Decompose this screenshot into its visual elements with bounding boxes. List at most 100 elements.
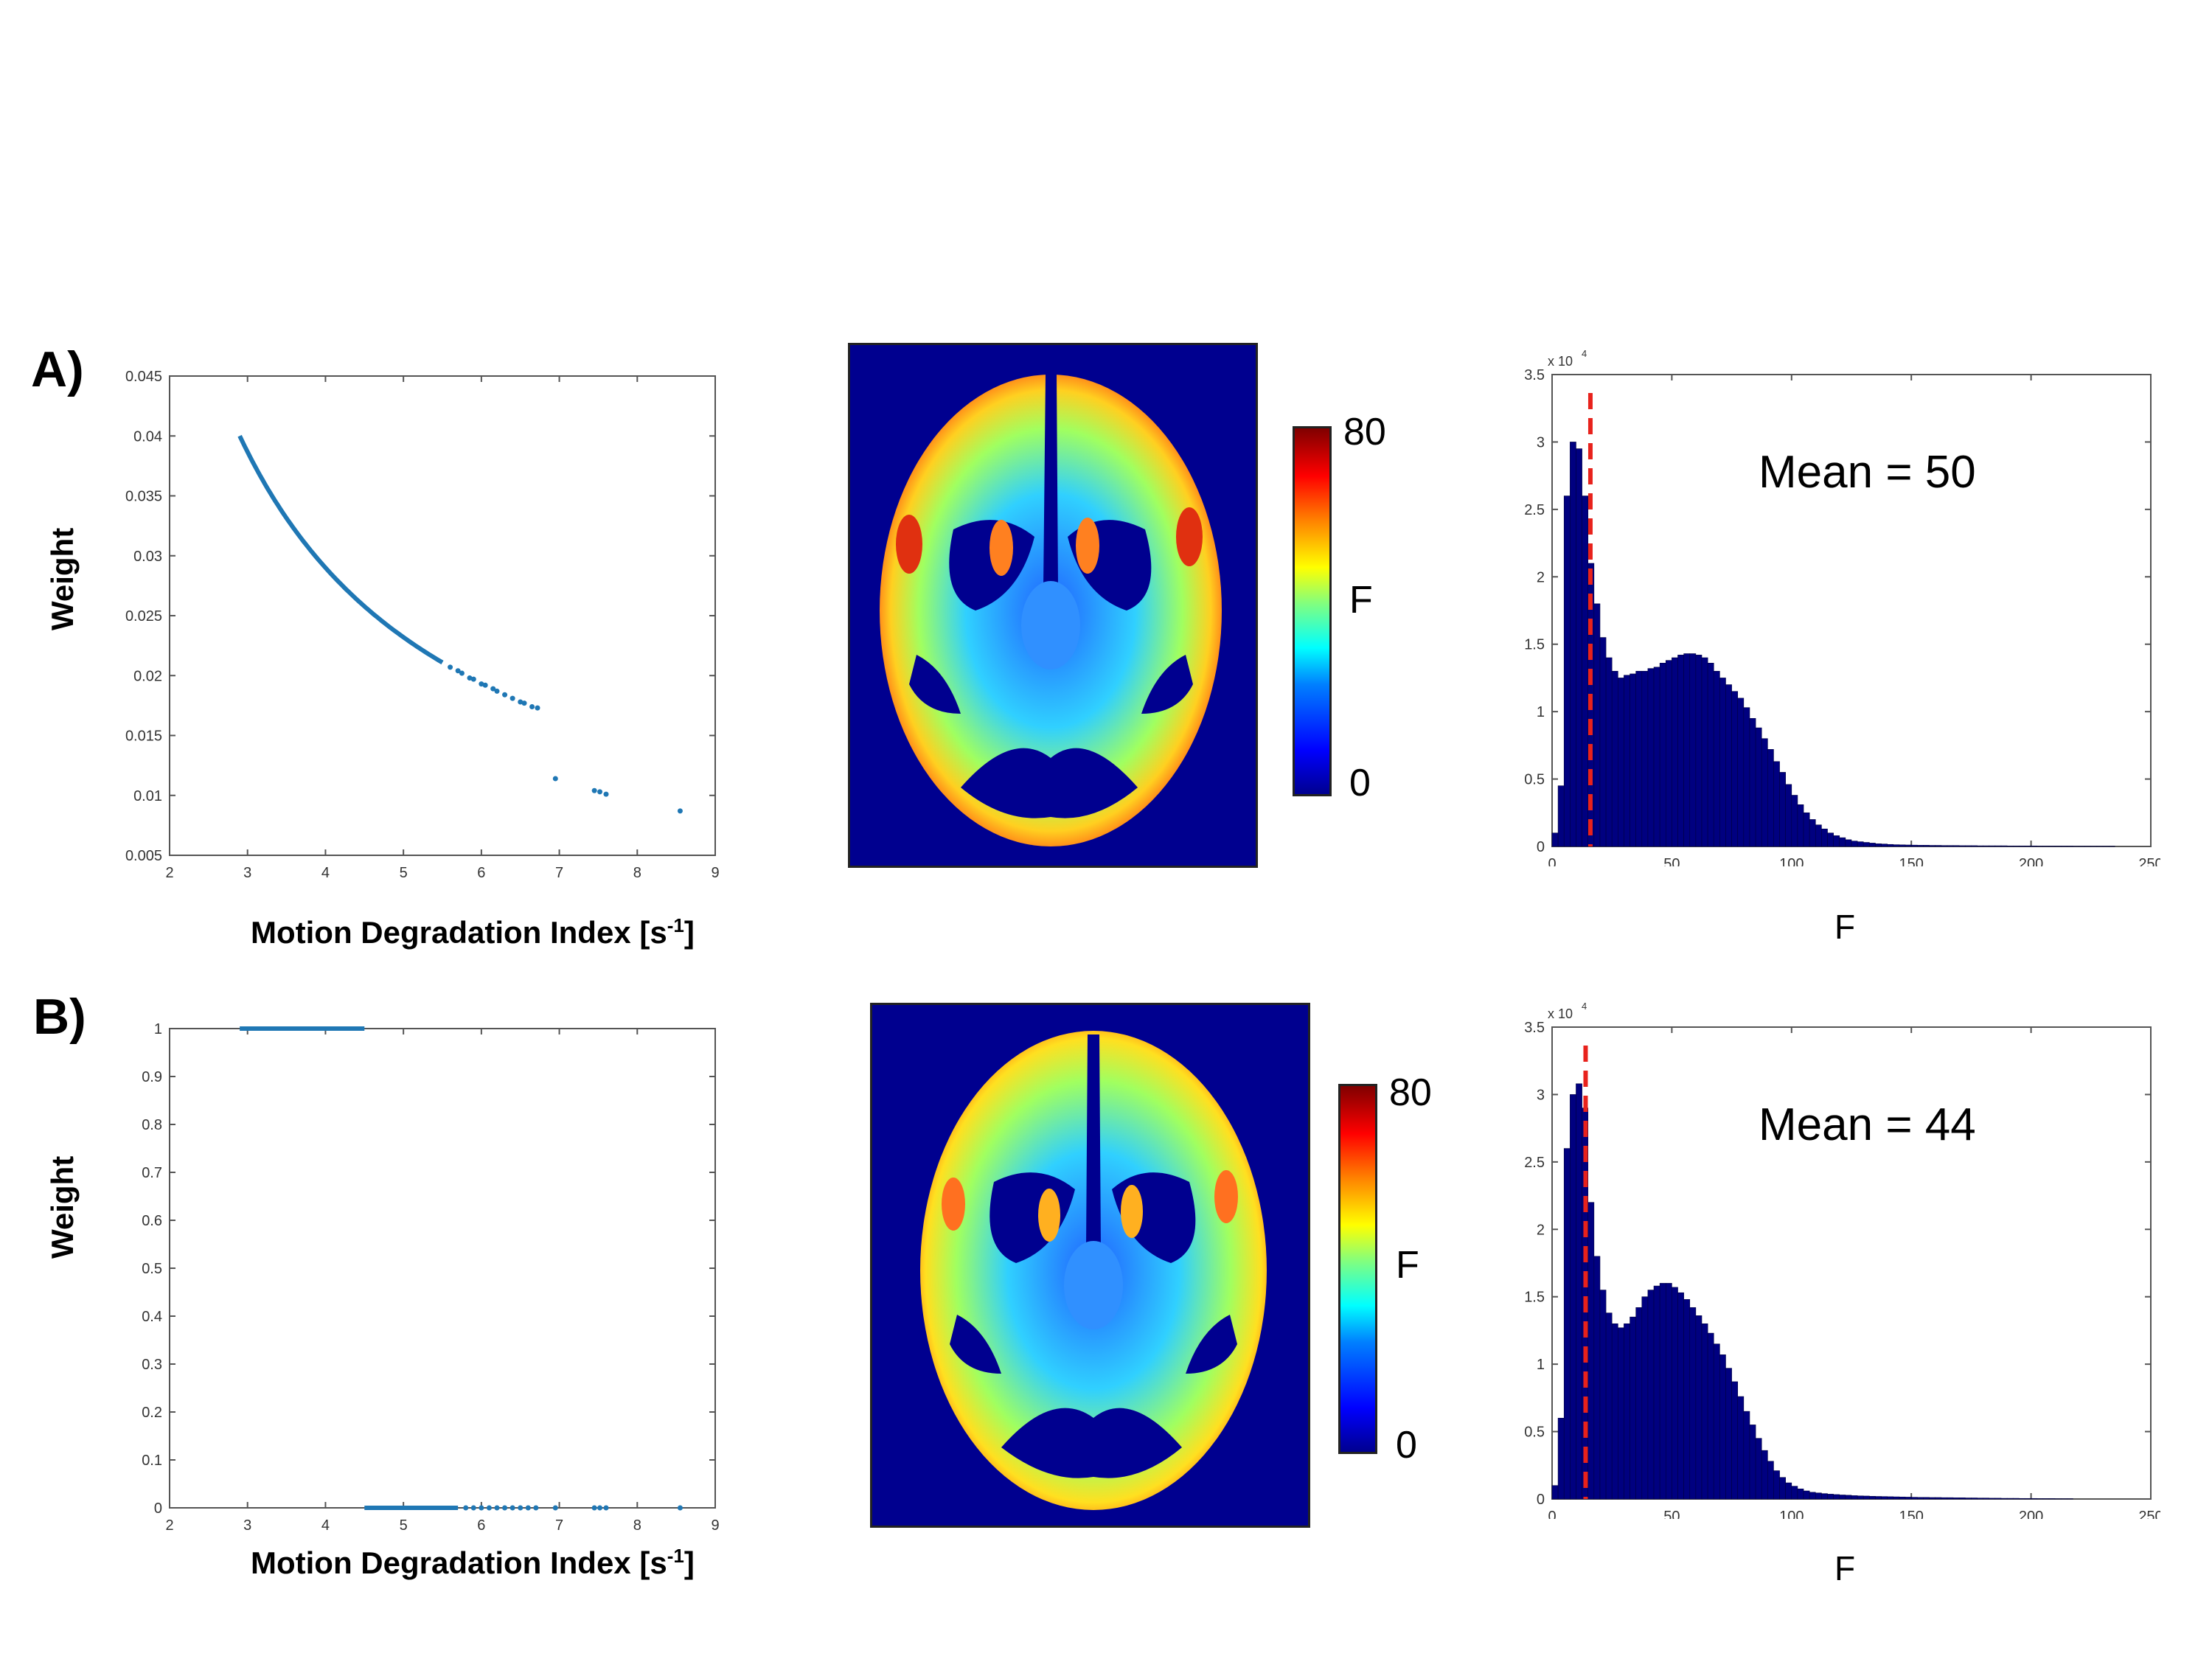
scatter-curve: [237, 434, 444, 665]
hist-bar: [1875, 844, 1882, 847]
y-tick-label: 0: [154, 1500, 162, 1517]
hist-bar: [1551, 1485, 1559, 1500]
scatter-point: [509, 1505, 515, 1511]
histogram-b: 0 50 100 150 200 250 0 0.5 1 1.5 2 2.5 3 3.5x 10 4: [1524, 1001, 2160, 1519]
hist-bar: [1881, 1496, 1888, 1500]
hist-bar: [1659, 1283, 1666, 1500]
x-tick-label: 200: [2019, 1509, 2043, 1519]
scatter-point: [502, 692, 508, 698]
x-tick-label: 50: [1663, 1509, 1680, 1519]
hist-bar: [1731, 1381, 1739, 1500]
y-tick-label: 0.04: [133, 428, 162, 445]
scatter-point: [521, 700, 527, 706]
hist-bar: [1665, 1283, 1672, 1500]
hist-bar: [1851, 1495, 1858, 1500]
scatter-plot-b: 2 3 4 5 6 7 8 9 0 0.1 0.2 0.3 0.4 0.5 0.6 0.7 0.8 0.9 1: [142, 1021, 719, 1530]
panel-label-b: B): [33, 989, 86, 1045]
y-tick-label: 1.5: [1524, 1290, 1545, 1306]
y-tick-label: 0.015: [125, 728, 162, 745]
hist-bar: [1833, 1494, 1840, 1500]
hist-exponent-sup: 4: [1582, 348, 1587, 359]
hist-bar: [1737, 698, 1745, 847]
scatter-point: [597, 1505, 603, 1511]
hist-bar: [1701, 657, 1708, 847]
x-tick-label: 150: [1899, 856, 1924, 866]
hist-bar: [1605, 1312, 1613, 1500]
scatter-xlabel-sup: -1: [667, 914, 684, 936]
y-tick-label: 0: [1537, 1492, 1545, 1508]
mean-label-b: Mean = 44: [1759, 1099, 1976, 1150]
hist-bar: [1672, 1287, 1678, 1500]
hist-bar: [1917, 845, 1924, 847]
hist-bar: [1695, 1315, 1703, 1500]
hist-bar: [1551, 832, 1559, 847]
hist-bar: [1851, 841, 1858, 847]
hist-bar: [1773, 761, 1780, 847]
hist-bar: [1863, 842, 1870, 847]
x-tick-label: 8: [633, 1517, 641, 1530]
hist-bar: [1881, 844, 1888, 847]
hist-bar: [1905, 1497, 1912, 1500]
brain-image-b: [920, 1031, 1267, 1510]
x-tick-label: 250: [2138, 856, 2160, 866]
hist-bar: [1719, 1354, 1726, 1500]
hist-bar: [1803, 812, 1810, 847]
scatter-point: [470, 676, 476, 682]
hist-bar: [1618, 678, 1624, 847]
scatter-point: [455, 668, 461, 674]
hist-bar: [1689, 1307, 1697, 1500]
hist-bar: [1761, 1450, 1768, 1500]
y-tick-label: 1: [1537, 1357, 1545, 1373]
hist-bar: [1989, 1498, 1996, 1500]
scatter-point: [448, 664, 453, 670]
hist-bar: [1857, 1495, 1864, 1500]
x-tick-label: 8: [633, 865, 641, 877]
hist-bar: [1923, 1497, 1930, 1500]
x-tick-label: 9: [711, 1517, 719, 1530]
hist-bar: [1767, 1461, 1774, 1500]
hist-bar: [1635, 670, 1643, 847]
hist-bar: [1887, 1496, 1894, 1500]
colorbar-min-a: 0: [1349, 762, 1371, 804]
y-tick-label: 0.3: [142, 1357, 162, 1373]
scatter-xlabel-a: Motion Degradation Index [s-1]: [251, 914, 695, 950]
hist-bar: [1910, 844, 1918, 847]
y-tick-label: 3.5: [1524, 1020, 1545, 1036]
hist-bar: [1875, 1496, 1882, 1500]
hist-bar: [1743, 707, 1750, 847]
scatter-point: [494, 1505, 500, 1511]
hist-bar: [1641, 670, 1649, 847]
hist-bar: [1659, 663, 1666, 847]
hist-bar: [1964, 1498, 1972, 1500]
hist-bar: [1887, 844, 1894, 847]
x-tick-label: 250: [2138, 1509, 2160, 1519]
x-tick-label: 3: [243, 1517, 251, 1530]
hist-bar: [1695, 655, 1703, 847]
scatter-xlabel-end: ]: [684, 915, 695, 950]
hist-bar: [1665, 660, 1672, 847]
hist-bar: [1845, 1495, 1852, 1500]
y-tick-label: 3: [1537, 434, 1545, 451]
hist-bar: [1635, 1307, 1643, 1500]
hist-bar: [1677, 655, 1684, 847]
y-tick-label: 0.025: [125, 608, 162, 625]
y-tick-label: 1: [154, 1021, 162, 1037]
hist-bar: [1947, 1497, 1954, 1500]
x-tick-label: 0: [1548, 856, 1556, 866]
scatter-point: [479, 681, 484, 687]
y-tick-label: 2: [1537, 569, 1545, 585]
colorbar-a: [1293, 426, 1332, 796]
hist-exponent: x 10: [1548, 1006, 1573, 1021]
hist-bar: [1599, 637, 1607, 847]
hist-bar: [1845, 839, 1852, 847]
hist-bar: [1713, 670, 1720, 847]
hist-bar: [1809, 1492, 1816, 1500]
y-tick-label: 0.5: [1524, 1425, 1545, 1441]
colorbar-label-a: F: [1349, 579, 1373, 622]
hist-bar: [2037, 1498, 2044, 1500]
hist-exponent-sup: 4: [1582, 1001, 1587, 1012]
scatter-point: [552, 776, 558, 782]
hist-bar: [1689, 653, 1697, 847]
hist-bar: [1570, 442, 1576, 847]
plot-frame: [169, 375, 716, 856]
